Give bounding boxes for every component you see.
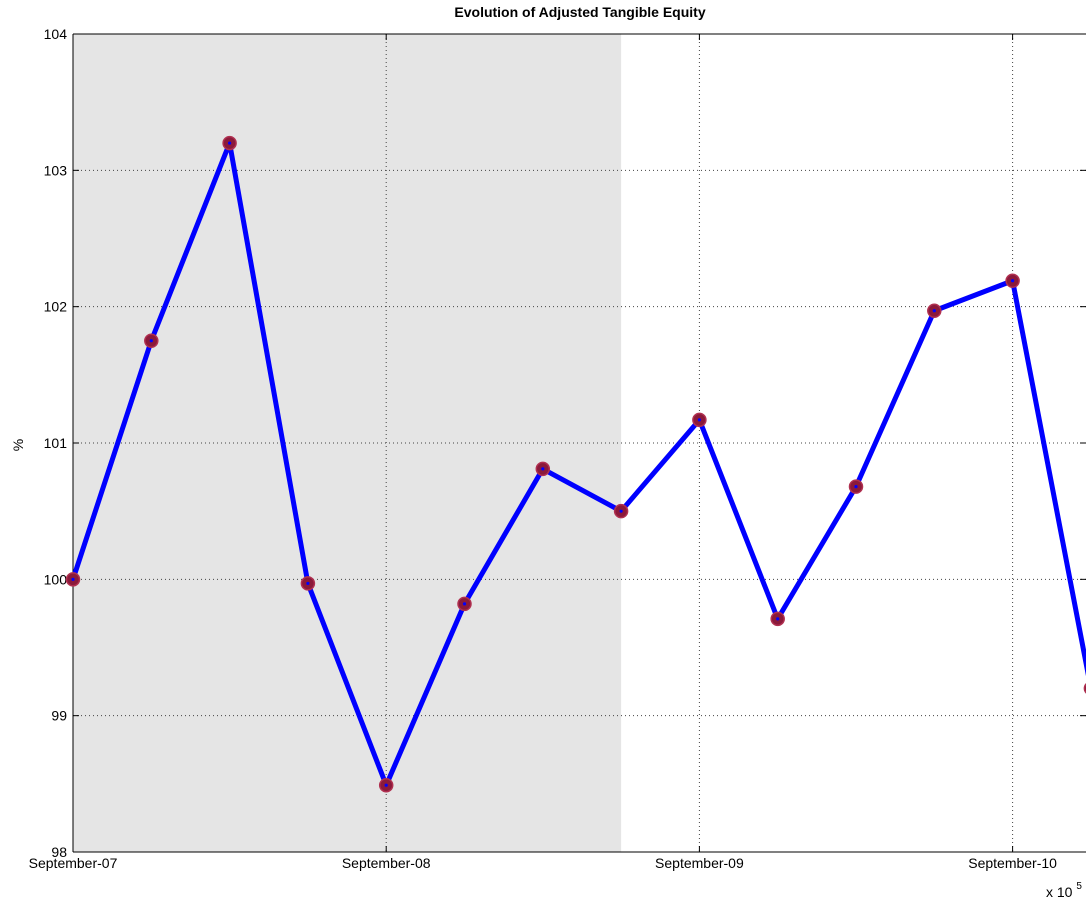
data-point-center <box>932 309 936 313</box>
data-point-center <box>149 339 153 343</box>
data-point-center <box>462 602 467 606</box>
x-exponent-power: 5 <box>1076 881 1082 892</box>
data-point-center <box>71 577 75 581</box>
data-point-center <box>697 418 702 422</box>
data-point-center <box>1011 279 1015 283</box>
series <box>65 135 1086 793</box>
x-exponent-base: x 10 <box>1046 884 1073 900</box>
data-point-center <box>854 485 858 489</box>
y-tick-label: 101 <box>44 435 68 451</box>
plot-shaded-region <box>73 34 622 852</box>
data-point-center <box>776 617 780 621</box>
data-point-center <box>384 783 388 787</box>
grid <box>73 34 1086 852</box>
data-point-center <box>228 141 232 145</box>
y-tick-label: 102 <box>44 299 68 315</box>
series-line <box>70 140 1086 788</box>
data-point-center <box>619 509 623 513</box>
x-tick-label: September-08 <box>342 855 431 871</box>
y-ticks: 98 99 100 101 102 103 104 <box>44 26 1086 860</box>
x-tick-label: September-10 <box>968 855 1057 871</box>
x-tick-label: September-09 <box>655 855 744 871</box>
data-point-center <box>306 581 310 586</box>
y-tick-label: 99 <box>51 708 67 724</box>
y-tick-label: 103 <box>44 162 68 178</box>
chart-title: Evolution of Adjusted Tangible Equity <box>454 4 705 20</box>
x-tick-label: September-07 <box>29 855 118 871</box>
y-axis-label: % <box>10 439 26 451</box>
y-tick-label: 98 <box>51 844 67 860</box>
y-tick-label: 100 <box>44 571 68 587</box>
x-ticks: September-07 September-08 September-09 Sept… <box>29 34 1057 871</box>
data-point-center <box>541 467 545 471</box>
y-tick-label: 104 <box>44 26 68 42</box>
x-exponent-label: x 10 5 <box>1046 881 1082 900</box>
